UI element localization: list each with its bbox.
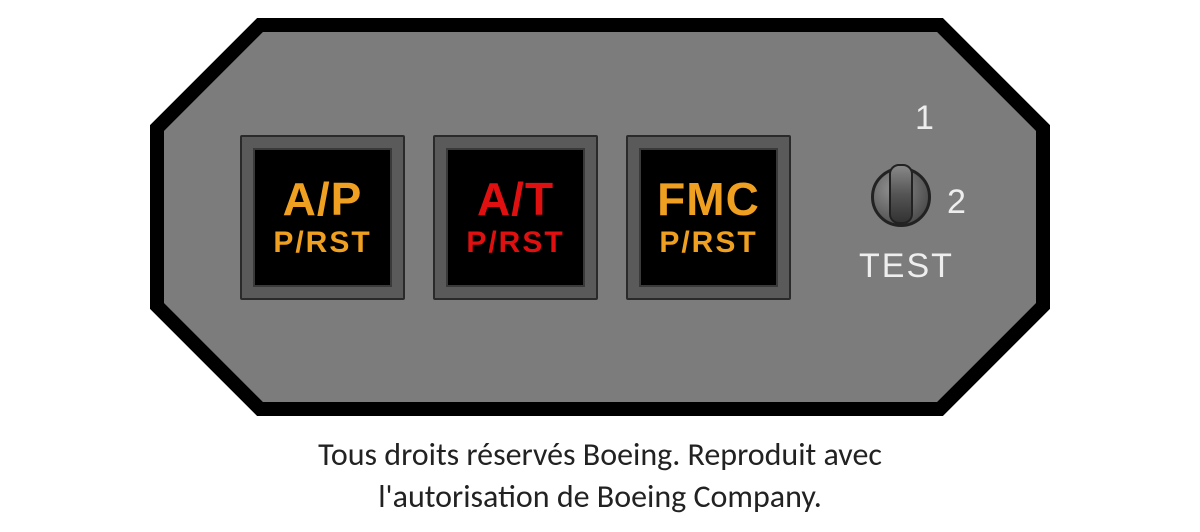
caption-line-1: Tous droits réservés Boeing. Reproduit a…	[318, 434, 882, 476]
annunciator-at-face: A/T P/RST	[446, 148, 585, 287]
panel-content: A/P P/RST A/T P/RST FMC P/RST 1 2 T	[150, 18, 1050, 416]
caption-line-2: l'autorisation de Boeing Company.	[318, 476, 882, 518]
annunciator-row: A/P P/RST A/T P/RST FMC P/RST	[240, 135, 791, 300]
annunciator-at-top-label: A/T	[477, 176, 554, 222]
annunciator-at-bottom-label: P/RST	[466, 228, 564, 258]
test-text-label: TEST	[859, 247, 954, 286]
annunciator-ap-bottom-label: P/RST	[273, 228, 371, 258]
annunciator-panel: A/P P/RST A/T P/RST FMC P/RST 1 2 T	[150, 18, 1050, 416]
annunciator-fmc-bottom-label: P/RST	[659, 228, 757, 258]
annunciator-fmc[interactable]: FMC P/RST	[626, 135, 791, 300]
annunciator-ap-top-label: A/P	[283, 176, 363, 222]
test-pos2-label: 2	[947, 183, 966, 222]
annunciator-ap-face: A/P P/RST	[253, 148, 392, 287]
test-switch-area: 1 2 TEST	[841, 107, 991, 327]
test-switch[interactable]	[871, 167, 931, 227]
test-pos1-label: 1	[915, 99, 934, 138]
caption: Tous droits réservés Boeing. Reproduit a…	[318, 434, 882, 517]
annunciator-ap[interactable]: A/P P/RST	[240, 135, 405, 300]
annunciator-at[interactable]: A/T P/RST	[433, 135, 598, 300]
annunciator-fmc-top-label: FMC	[657, 176, 760, 222]
annunciator-fmc-face: FMC P/RST	[639, 148, 778, 287]
